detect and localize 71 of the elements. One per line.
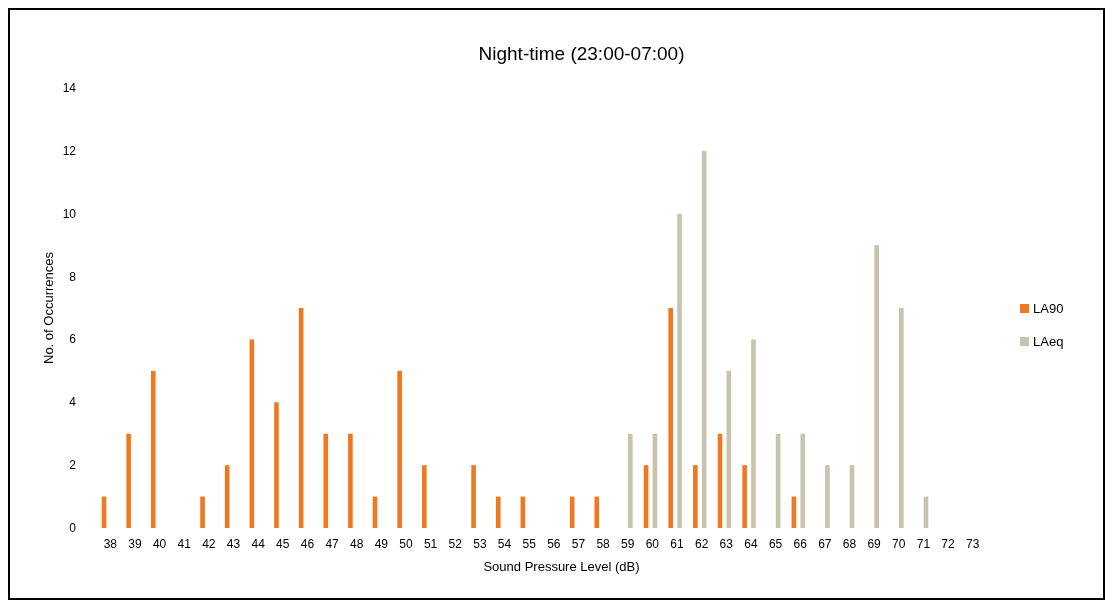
chart-title: Night-time (23:00-07:00) bbox=[478, 43, 685, 64]
y-tick-label: 6 bbox=[69, 332, 77, 347]
x-tick-label: 72 bbox=[941, 537, 956, 551]
bar bbox=[693, 465, 698, 528]
bar bbox=[397, 370, 402, 528]
x-tick-label: 59 bbox=[621, 537, 635, 551]
bar bbox=[126, 433, 131, 528]
x-tick-label: 70 bbox=[892, 537, 906, 551]
x-tick-label: 69 bbox=[867, 537, 882, 551]
bar bbox=[800, 433, 806, 528]
x-tick-label: 58 bbox=[596, 537, 611, 551]
bar bbox=[594, 496, 600, 528]
y-tick-label: 14 bbox=[62, 81, 77, 95]
x-tick-label: 41 bbox=[177, 537, 192, 551]
x-tick-label: 40 bbox=[152, 537, 167, 551]
legend-label: LAeq bbox=[1033, 334, 1064, 349]
bar bbox=[751, 339, 756, 528]
bar bbox=[677, 213, 682, 528]
bar bbox=[874, 245, 879, 528]
x-tick-label: 56 bbox=[547, 537, 561, 551]
x-tick-label: 54 bbox=[497, 537, 512, 551]
x-tick-label: 48 bbox=[350, 537, 364, 551]
y-tick-label: 12 bbox=[62, 143, 77, 158]
legend-label: LA90 bbox=[1033, 301, 1064, 316]
x-tick-label: 61 bbox=[670, 537, 685, 551]
bar bbox=[627, 433, 633, 528]
x-tick-label: 71 bbox=[916, 537, 931, 551]
x-tick-label: 42 bbox=[202, 537, 216, 551]
x-tick-label: 52 bbox=[448, 537, 463, 551]
x-axis-title: Sound Pressure Level (dB) bbox=[483, 559, 640, 574]
x-tick-label: 51 bbox=[423, 537, 438, 551]
bar bbox=[471, 465, 476, 528]
x-tick-label: 60 bbox=[645, 537, 660, 551]
x-tick-label: 45 bbox=[276, 537, 290, 551]
bar bbox=[348, 433, 353, 528]
y-tick-label: 8 bbox=[69, 269, 77, 284]
y-tick-label: 10 bbox=[62, 206, 77, 221]
x-tick-label: 65 bbox=[768, 537, 783, 551]
x-tick-label: 39 bbox=[128, 537, 142, 551]
x-tick-label: 57 bbox=[571, 537, 586, 551]
x-tick-label: 66 bbox=[793, 537, 808, 551]
y-tick-label: 2 bbox=[69, 458, 77, 473]
bar bbox=[224, 465, 230, 528]
bar bbox=[150, 370, 156, 528]
bar bbox=[422, 465, 427, 528]
bar bbox=[323, 433, 329, 528]
x-tick-label: 63 bbox=[719, 537, 734, 551]
x-tick-label: 55 bbox=[522, 537, 537, 551]
bar bbox=[668, 308, 674, 528]
x-tick-label: 44 bbox=[251, 537, 266, 551]
y-tick-label: 4 bbox=[69, 395, 77, 410]
bar bbox=[495, 496, 501, 528]
x-tick-label: 38 bbox=[103, 537, 118, 551]
bar bbox=[274, 402, 279, 528]
x-tick-label: 73 bbox=[966, 537, 980, 551]
y-tick-label: 0 bbox=[69, 521, 77, 535]
bar bbox=[898, 308, 904, 528]
x-tick-label: 68 bbox=[842, 537, 857, 551]
x-tick-label: 49 bbox=[374, 537, 389, 551]
x-tick-label: 67 bbox=[818, 537, 832, 551]
x-tick-label: 62 bbox=[694, 537, 709, 551]
x-tick-label: 43 bbox=[226, 537, 241, 551]
x-tick-label: 50 bbox=[399, 537, 413, 551]
bar bbox=[200, 496, 205, 528]
bar bbox=[825, 465, 830, 528]
x-tick-label: 53 bbox=[473, 537, 487, 551]
x-tick-label: 64 bbox=[744, 537, 758, 551]
bar bbox=[742, 465, 747, 528]
x-tick-label: 46 bbox=[300, 537, 315, 551]
x-tick-label: 47 bbox=[325, 537, 340, 551]
y-axis-title: No. of Occurrences bbox=[41, 251, 56, 364]
